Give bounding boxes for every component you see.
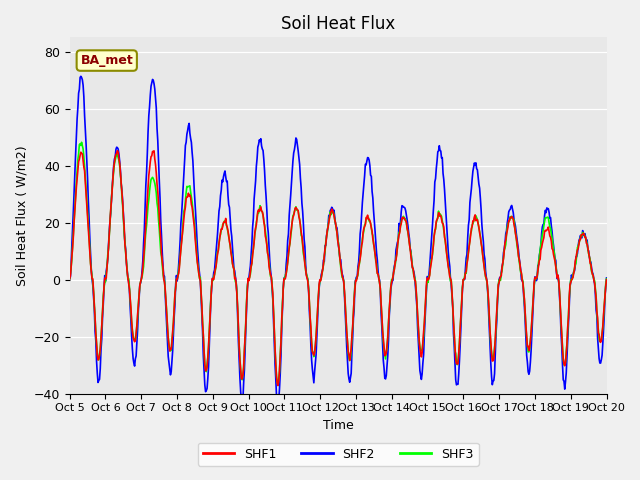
X-axis label: Time: Time	[323, 419, 353, 432]
Text: BA_met: BA_met	[81, 54, 133, 67]
Legend: SHF1, SHF2, SHF3: SHF1, SHF2, SHF3	[198, 443, 479, 466]
Title: Soil Heat Flux: Soil Heat Flux	[281, 15, 396, 33]
Y-axis label: Soil Heat Flux ( W/m2): Soil Heat Flux ( W/m2)	[15, 145, 28, 286]
